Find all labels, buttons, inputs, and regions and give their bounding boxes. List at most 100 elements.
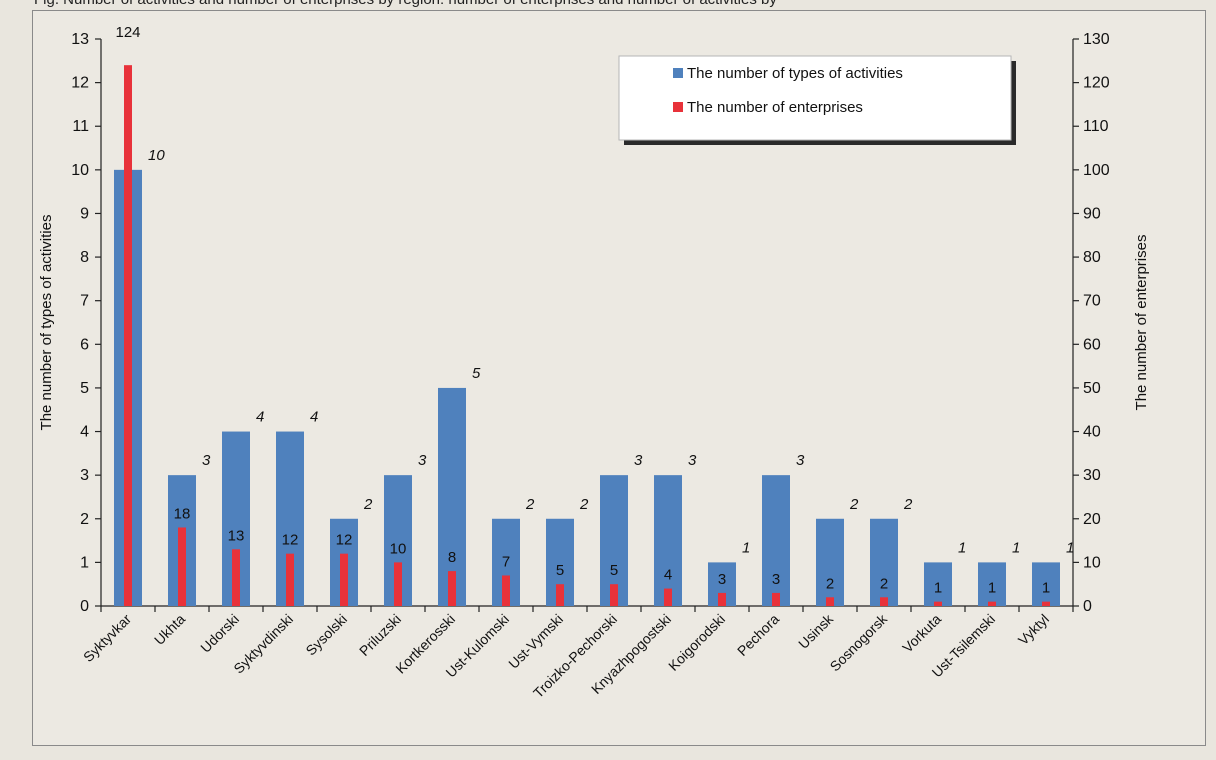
- left-tick-label: 0: [80, 598, 89, 615]
- left-tick-label: 2: [80, 511, 89, 528]
- right-tick-label: 60: [1083, 336, 1101, 353]
- enterprises-value-label: 3: [718, 571, 726, 588]
- enterprises-bar: [664, 588, 672, 606]
- enterprises-value-label: 7: [502, 553, 510, 570]
- enterprises-bar: [1042, 601, 1050, 606]
- right-tick-label: 70: [1083, 293, 1101, 310]
- enterprises-value-label: 2: [880, 575, 888, 592]
- enterprises-bar: [340, 553, 348, 606]
- activities-value-label: 1: [958, 539, 966, 556]
- enterprises-value-label: 2: [826, 575, 834, 592]
- category-label: Vyktyl: [1015, 611, 1052, 648]
- legend: The number of types of activities The num…: [618, 55, 1016, 145]
- left-tick-label: 3: [80, 467, 89, 484]
- activities-bar: [870, 518, 898, 606]
- enterprises-value-label: 13: [228, 527, 245, 544]
- right-tick-label: 10: [1083, 554, 1101, 571]
- enterprises-bar: [178, 527, 186, 606]
- legend-swatch: [673, 102, 683, 112]
- left-tick-label: 8: [80, 249, 89, 266]
- activities-value-label: 2: [849, 496, 859, 513]
- activities-value-label: 3: [634, 452, 643, 469]
- left-tick-label: 4: [80, 424, 89, 441]
- enterprises-bar: [394, 562, 402, 606]
- right-tick-label: 20: [1083, 511, 1101, 528]
- right-tick-label: 30: [1083, 467, 1101, 484]
- category-label: Ukhta: [151, 611, 188, 648]
- legend-label: The number of enterprises: [687, 99, 863, 116]
- category-label: Usinsk: [795, 610, 837, 652]
- enterprises-value-label: 4: [664, 567, 672, 584]
- enterprises-bar: [772, 592, 780, 606]
- activities-bar: [978, 562, 1006, 606]
- enterprises-bar: [826, 597, 834, 606]
- left-axis-title: The number of types of activities: [38, 215, 55, 431]
- category-label: Koigorodski: [665, 611, 728, 674]
- enterprises-value-label: 18: [174, 505, 191, 522]
- enterprises-value-label: 5: [556, 562, 564, 579]
- legend-swatch: [673, 68, 683, 78]
- activities-value-label: 10: [148, 147, 165, 164]
- activities-value-label: 3: [418, 452, 427, 469]
- left-tick-label: 13: [71, 31, 89, 48]
- right-tick-label: 110: [1083, 118, 1109, 135]
- bars: [114, 65, 1060, 606]
- activities-value-label: 3: [688, 452, 697, 469]
- enterprises-value-label: 124: [115, 24, 140, 41]
- activities-bar: [654, 475, 682, 606]
- enterprises-bar: [988, 601, 996, 606]
- activities-bar: [924, 562, 952, 606]
- activities-value-label: 2: [525, 496, 535, 513]
- enterprises-bar: [610, 584, 618, 606]
- left-tick-label: 1: [80, 554, 89, 571]
- enterprises-bar: [880, 597, 888, 606]
- activities-value-label: 1: [742, 539, 750, 556]
- axes: 0123456789101112130102030405060708090100…: [38, 31, 1150, 615]
- enterprises-value-label: 12: [336, 532, 353, 549]
- activities-value-label: 2: [579, 496, 589, 513]
- category-label: Priluzski: [356, 611, 404, 659]
- enterprises-bar: [124, 65, 132, 606]
- left-tick-label: 12: [71, 75, 89, 92]
- category-label: Sysolski: [302, 611, 350, 659]
- activities-value-label: 3: [796, 452, 805, 469]
- right-tick-label: 90: [1083, 205, 1101, 222]
- right-tick-label: 130: [1083, 31, 1110, 48]
- enterprises-value-label: 8: [448, 549, 456, 566]
- right-tick-label: 40: [1083, 424, 1101, 441]
- activities-bar: [1032, 562, 1060, 606]
- category-label: Udorski: [197, 611, 242, 656]
- activities-value-label: 4: [310, 409, 318, 426]
- legend-box: [618, 55, 1012, 141]
- left-tick-label: 5: [80, 380, 89, 397]
- right-tick-label: 120: [1083, 75, 1110, 92]
- chart: 0123456789101112130102030405060708090100…: [38, 24, 1150, 701]
- enterprises-bar: [286, 553, 294, 606]
- activities-value-label: 2: [363, 496, 373, 513]
- right-tick-label: 80: [1083, 249, 1101, 266]
- activities-bar: [816, 518, 844, 606]
- enterprises-value-label: 10: [390, 540, 407, 557]
- legend-label: The number of types of activities: [687, 65, 903, 82]
- enterprises-bar: [556, 584, 564, 606]
- activities-value-label: 5: [472, 365, 481, 382]
- activities-bar: [762, 475, 790, 606]
- enterprises-bar: [448, 571, 456, 606]
- activities-value-label: 1: [1012, 539, 1020, 556]
- category-label: Pechora: [734, 611, 782, 659]
- right-tick-label: 50: [1083, 380, 1101, 397]
- enterprises-value-label: 1: [988, 580, 996, 597]
- enterprises-value-label: 1: [934, 580, 942, 597]
- activities-value-label: 4: [256, 409, 264, 426]
- left-tick-label: 9: [80, 205, 89, 222]
- enterprises-bar: [934, 601, 942, 606]
- enterprises-value-label: 1: [1042, 580, 1050, 597]
- enterprises-value-label: 5: [610, 562, 618, 579]
- activities-value-label: 3: [202, 452, 211, 469]
- activities-bar: [438, 387, 466, 606]
- right-axis-title: The number of enterprises: [1133, 235, 1150, 411]
- enterprises-bar: [502, 575, 510, 606]
- category-label: Sosnogorsk: [827, 610, 891, 674]
- right-tick-label: 0: [1083, 598, 1092, 615]
- left-tick-label: 11: [72, 118, 89, 135]
